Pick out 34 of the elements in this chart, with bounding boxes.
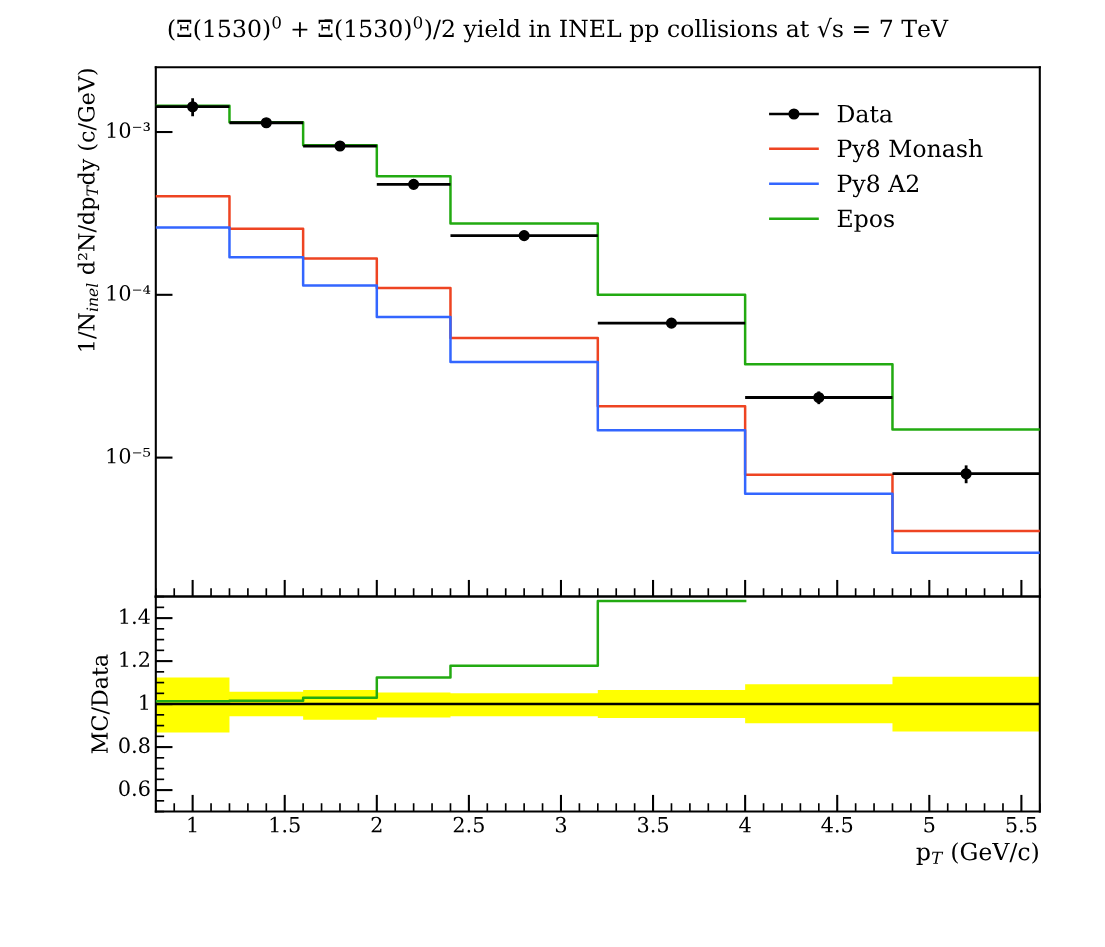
point (187, 101, 199, 113)
x-tick-label: 2.5 (453, 816, 484, 833)
legend-label: Py8 A2 (837, 174, 918, 198)
point (334, 140, 346, 152)
y-axis-title: 1/N$_{inel}$ d²N/dp$_{T}$dy (c/GeV) (77, 69, 100, 351)
x-tick-label: 5.5 (1006, 817, 1037, 833)
legend-label: Data (837, 105, 893, 123)
point (960, 468, 972, 480)
legend-label: Py8 Monash (837, 139, 983, 163)
point (518, 230, 530, 242)
chart-title: (Ξ(1530)$^{0}$ + Ξ̄(1530)$^{0}$)/2 yield in INEL pp collisions at √s = 7 TeV (168, 16, 949, 43)
x-tick-label: 2 (371, 816, 382, 833)
y-axis-title: MC/Data (91, 654, 110, 754)
point (813, 391, 825, 404)
x-tick-label: 3 (555, 816, 567, 833)
point (408, 178, 420, 190)
x-tick-label: 5 (924, 817, 935, 833)
x-tick-label: 1 (188, 816, 197, 833)
y-tick-label: 1.2 (120, 651, 149, 668)
x-axis-title: p$_{T}$ (GeV/c) (916, 842, 1038, 866)
y-tick-label: 1 (140, 694, 148, 710)
y-tick-label: 1.4 (120, 608, 150, 625)
y-tick-label: 0.6 (119, 780, 150, 797)
point (260, 117, 272, 129)
x-tick-label: 4 (739, 816, 751, 833)
y-tick-label: 10⁻³ (107, 122, 150, 139)
legend-label: Epos (837, 209, 894, 232)
y-tick-label: 10⁻⁵ (107, 447, 151, 464)
point (665, 317, 678, 329)
x-tick-label: 3.5 (638, 816, 669, 833)
y-tick-label: 0.8 (119, 737, 150, 754)
y-tick-label: 10⁻⁴ (107, 285, 151, 301)
x-tick-label: 1.5 (270, 816, 300, 833)
x-tick-label: 4.5 (821, 816, 853, 833)
